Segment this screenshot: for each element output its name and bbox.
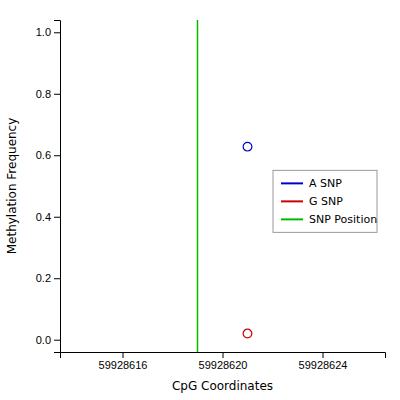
legend-label: A SNP (309, 177, 342, 190)
tick: 0.8 (36, 88, 60, 100)
chart: 59928616 59928620 59928624 0.0 0.2 0.4 0.6 0.8 1… (0, 0, 400, 400)
x-axis: 59928616 59928620 59928624 (61, 352, 386, 371)
legend-label: G SNP (309, 195, 343, 208)
tick-label: 0.0 (36, 334, 51, 346)
tick-label: 1.0 (36, 26, 51, 38)
tick: 59928616 (99, 352, 148, 371)
legend-swatch (281, 200, 303, 202)
legend-swatch (281, 218, 303, 220)
tick: 0.6 (36, 149, 60, 161)
tick-label: 59928620 (199, 359, 248, 371)
axis-line (54, 21, 61, 353)
legend-label: SNP Position (309, 213, 377, 226)
tick: 59928624 (299, 352, 348, 371)
tick-label: 59928624 (299, 359, 348, 371)
tick-mark (54, 155, 60, 156)
y-axis-title: Methylation Frequency (5, 118, 19, 255)
y-axis: 0.0 0.2 0.4 0.6 0.8 1.0 (36, 21, 61, 353)
axis-line (61, 353, 386, 359)
tick-mark (54, 217, 60, 218)
tick: 59928620 (199, 352, 248, 371)
snp-line (197, 20, 199, 352)
tick-label: 0.4 (36, 211, 51, 223)
tick-mark (223, 352, 224, 358)
point (243, 142, 252, 151)
x-axis-title: CpG Coordinates (172, 379, 273, 393)
tick-label: 0.6 (36, 149, 51, 161)
tick-label: 0.2 (36, 272, 51, 284)
legend-frame (273, 170, 377, 232)
tick-mark (323, 352, 324, 358)
tick-label: 0.8 (36, 88, 51, 100)
tick-mark (54, 32, 60, 33)
plot: 59928616 59928620 59928624 0.0 0.2 0.4 0.6 0.8 1… (5, 20, 386, 393)
tick: 0.4 (36, 211, 60, 223)
tick-mark (54, 278, 60, 279)
point (243, 329, 252, 338)
legend-swatch (281, 182, 303, 184)
tick-mark (123, 352, 124, 358)
tick-mark (54, 94, 60, 95)
tick: 0.0 (36, 334, 60, 346)
legend: A SNP G SNP SNP Position (273, 170, 377, 232)
tick-label: 59928616 (99, 359, 148, 371)
tick-mark (54, 340, 60, 341)
tick: 0.2 (36, 272, 60, 284)
tick: 1.0 (36, 26, 60, 38)
marks (198, 20, 252, 352)
